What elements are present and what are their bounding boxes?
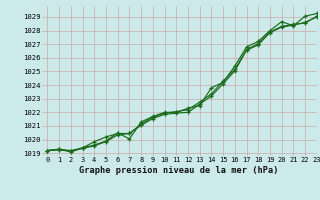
X-axis label: Graphe pression niveau de la mer (hPa): Graphe pression niveau de la mer (hPa) [79, 166, 279, 175]
